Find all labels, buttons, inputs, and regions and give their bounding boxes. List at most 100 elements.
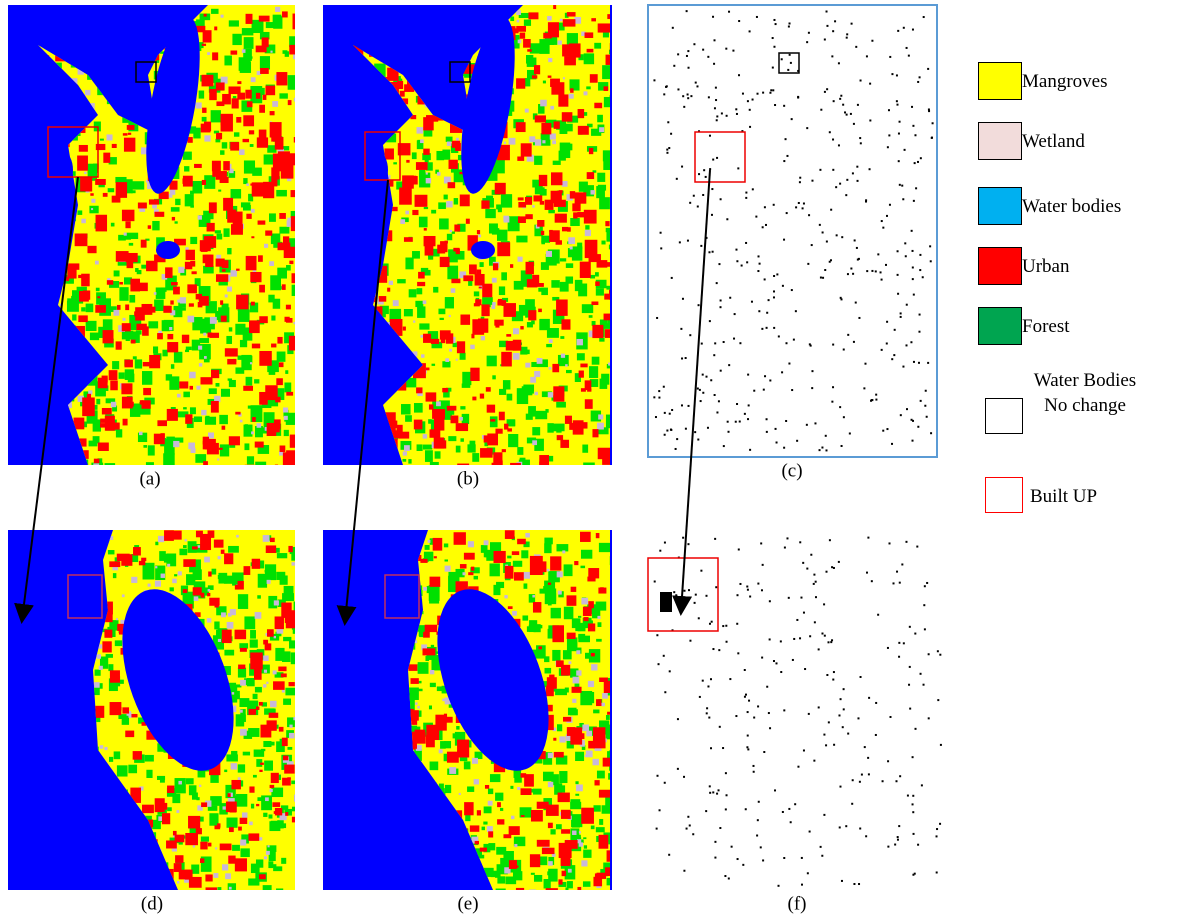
wetland-patch (523, 572, 530, 579)
forest-patch (568, 708, 577, 715)
wetland-patch (472, 758, 478, 764)
change-pixel (830, 209, 832, 211)
change-pixel (850, 113, 852, 115)
urban-patch (591, 18, 596, 21)
urban-patch (104, 630, 112, 638)
forest-patch (583, 850, 591, 858)
change-pixel (766, 431, 768, 433)
wetland-patch (263, 684, 266, 687)
change-pixel (900, 312, 902, 314)
change-pixel (757, 93, 759, 95)
urban-patch (216, 133, 222, 139)
change-pixel (677, 53, 679, 55)
panel-label: (d) (141, 893, 163, 914)
change-pixel (753, 390, 755, 392)
forest-patch (445, 785, 451, 793)
forest-patch (533, 789, 542, 795)
wetland-patch (474, 779, 479, 784)
urban-patch (520, 773, 526, 777)
change-pixel (790, 821, 792, 823)
change-pixel (761, 589, 763, 591)
change-pixel (913, 833, 915, 835)
urban-patch (231, 50, 238, 54)
wetland-patch (85, 90, 90, 95)
forest-patch (603, 161, 610, 170)
urban-patch (460, 315, 470, 325)
urban-patch (249, 130, 254, 134)
change-pixel (736, 260, 738, 262)
change-pixel (791, 389, 793, 391)
change-pixel (793, 638, 795, 640)
urban-patch (87, 246, 96, 253)
urban-patch (591, 653, 595, 656)
change-pixel (866, 55, 868, 57)
urban-patch (67, 263, 80, 269)
wetland-patch (272, 101, 278, 107)
forest-patch (440, 741, 446, 749)
urban-patch (549, 230, 560, 242)
forest-patch (549, 593, 557, 601)
forest-patch (485, 553, 491, 558)
urban-patch (282, 284, 286, 290)
wetland-patch (449, 767, 456, 774)
change-pixel (762, 92, 764, 94)
forest-patch (472, 453, 479, 462)
change-pixel (875, 270, 877, 272)
wetland-patch (426, 178, 431, 183)
forest-patch (183, 392, 190, 398)
urban-patch (440, 330, 451, 339)
wetland-patch (148, 584, 151, 587)
urban-patch (150, 307, 155, 313)
urban-patch (238, 581, 244, 590)
wetland-patch (451, 288, 456, 293)
forest-patch (243, 178, 247, 184)
urban-patch (572, 203, 580, 211)
urban-patch (418, 272, 425, 279)
urban-patch (103, 153, 110, 163)
change-pixel (658, 390, 660, 392)
change-pixel (826, 241, 828, 243)
urban-patch (259, 16, 270, 22)
wetland-patch (196, 102, 202, 108)
forest-patch (566, 263, 573, 268)
change-pixel (705, 595, 707, 597)
forest-patch (417, 306, 425, 317)
change-pixel (841, 880, 843, 882)
change-pixel (917, 426, 919, 428)
change-pixel (864, 746, 866, 748)
urban-patch (548, 22, 559, 37)
change-pixel (802, 562, 804, 564)
forest-patch (430, 762, 439, 771)
change-pixel (886, 428, 888, 430)
change-pixel (843, 416, 845, 418)
change-pixel (867, 757, 869, 759)
wetland-patch (230, 270, 236, 276)
change-pixel (841, 445, 843, 447)
urban-patch (530, 556, 543, 575)
change-pixel (912, 811, 914, 813)
change-pixel (906, 344, 908, 346)
urban-patch (508, 606, 513, 609)
urban-patch (238, 665, 245, 669)
change-pixel (927, 362, 929, 364)
change-pixel (679, 241, 681, 243)
change-pixel (830, 259, 832, 261)
page: {"panels": [{"label": "(a)"}, {"label": … (0, 0, 1180, 922)
wetland-patch (264, 244, 268, 248)
change-pixel (893, 354, 895, 356)
forest-patch (288, 75, 298, 90)
wetland-patch (445, 358, 449, 362)
forest-patch (521, 550, 528, 558)
urban-patch (102, 641, 111, 652)
change-pixel (687, 50, 689, 52)
change-pixel (714, 107, 716, 109)
forest-patch (109, 757, 113, 762)
forest-patch (129, 295, 135, 303)
forest-patch (90, 333, 99, 341)
urban-patch (125, 731, 134, 738)
change-pixel (760, 542, 762, 544)
forest-patch (495, 793, 503, 801)
black-spot (660, 592, 672, 612)
wetland-patch (282, 690, 285, 693)
urban-patch (567, 12, 576, 16)
